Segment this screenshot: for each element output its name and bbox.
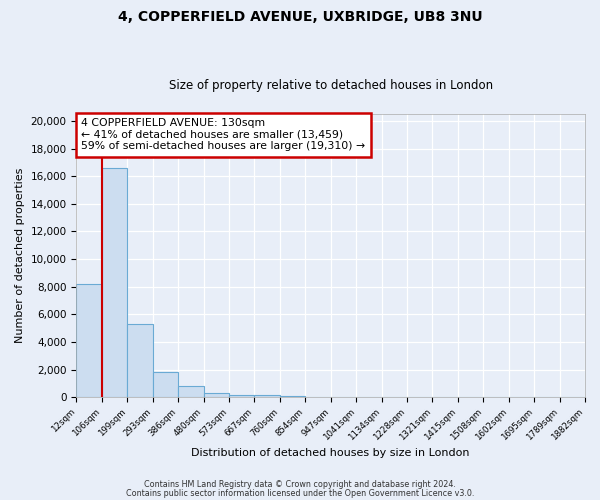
Bar [203,393,229,398]
Bar [178,386,203,398]
Bar [280,396,305,398]
Bar [76,284,102,398]
Bar [254,395,280,398]
X-axis label: Distribution of detached houses by size in London: Distribution of detached houses by size … [191,448,470,458]
Text: Contains public sector information licensed under the Open Government Licence v3: Contains public sector information licen… [126,488,474,498]
Bar [152,372,178,398]
Y-axis label: Number of detached properties: Number of detached properties [15,168,25,344]
Title: Size of property relative to detached houses in London: Size of property relative to detached ho… [169,79,493,92]
Text: 4, COPPERFIELD AVENUE, UXBRIDGE, UB8 3NU: 4, COPPERFIELD AVENUE, UXBRIDGE, UB8 3NU [118,10,482,24]
Text: Contains HM Land Registry data © Crown copyright and database right 2024.: Contains HM Land Registry data © Crown c… [144,480,456,489]
Bar [229,394,254,398]
Bar [127,324,152,398]
Bar [102,168,127,398]
Text: 4 COPPERFIELD AVENUE: 130sqm
← 41% of detached houses are smaller (13,459)
59% o: 4 COPPERFIELD AVENUE: 130sqm ← 41% of de… [82,118,365,152]
